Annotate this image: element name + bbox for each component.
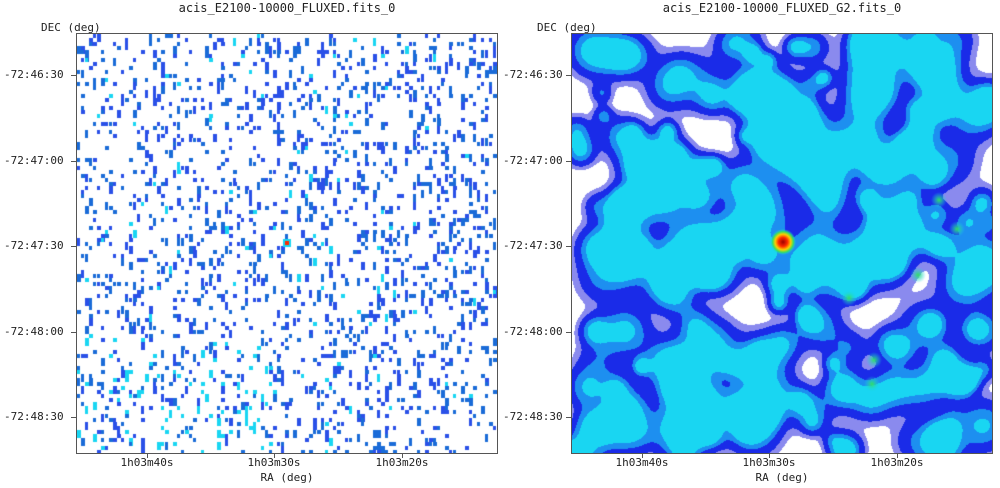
axis-tick-mark [71, 417, 76, 418]
axis-tick-mark [769, 454, 770, 458]
y-tick-label-left: -72:47:00 [4, 154, 64, 167]
smoothed-image[interactable] [572, 34, 992, 453]
y-tick-label-right: -72:47:30 [503, 239, 563, 252]
x-axis-label-right: RA (deg) [755, 471, 809, 484]
y-axis-label-left: DEC (deg) [41, 21, 101, 34]
y-tick-label-right: -72:48:30 [503, 410, 563, 423]
y-tick-label-right: -72:46:30 [503, 68, 563, 81]
y-tick-label-left: -72:46:30 [4, 68, 64, 81]
axis-tick-mark [642, 454, 643, 458]
x-tick-label-left: 1h03m40s [120, 456, 174, 469]
x-tick-label-left: 1h03m30s [247, 456, 301, 469]
y-tick-label-left: -72:47:30 [4, 239, 64, 252]
raw-counts-image[interactable] [77, 34, 497, 453]
x-tick-label-left: 1h03m20s [375, 456, 429, 469]
axis-tick-mark [897, 454, 898, 458]
y-tick-label-right: -72:48:00 [503, 325, 563, 338]
x-tick-label-right: 1h03m20s [870, 456, 924, 469]
axis-tick-mark [566, 75, 571, 76]
axis-tick-mark [566, 246, 571, 247]
axis-tick-mark [274, 454, 275, 458]
y-tick-label-left: -72:48:00 [4, 325, 64, 338]
y-axis-label-right: DEC (deg) [537, 21, 597, 34]
axis-tick-mark [147, 454, 148, 458]
y-tick-label-left: -72:48:30 [4, 410, 64, 423]
axis-tick-mark [566, 161, 571, 162]
axis-tick-mark [71, 246, 76, 247]
axis-tick-mark [71, 332, 76, 333]
x-axis-label-left: RA (deg) [260, 471, 314, 484]
axis-tick-mark [71, 75, 76, 76]
panel-title-right: acis_E2100-10000_FLUXED_G2.fits_0 [662, 1, 902, 15]
x-tick-label-right: 1h03m30s [742, 456, 796, 469]
x-tick-label-right: 1h03m40s [615, 456, 669, 469]
axis-tick-mark [566, 332, 571, 333]
axis-tick-mark [71, 161, 76, 162]
axis-tick-mark [402, 454, 403, 458]
image-panel-right[interactable] [571, 33, 993, 454]
y-tick-label-right: -72:47:00 [503, 154, 563, 167]
axis-tick-mark [566, 417, 571, 418]
panel-title-left: acis_E2100-10000_FLUXED.fits_0 [178, 1, 396, 15]
image-panel-left[interactable] [76, 33, 498, 454]
